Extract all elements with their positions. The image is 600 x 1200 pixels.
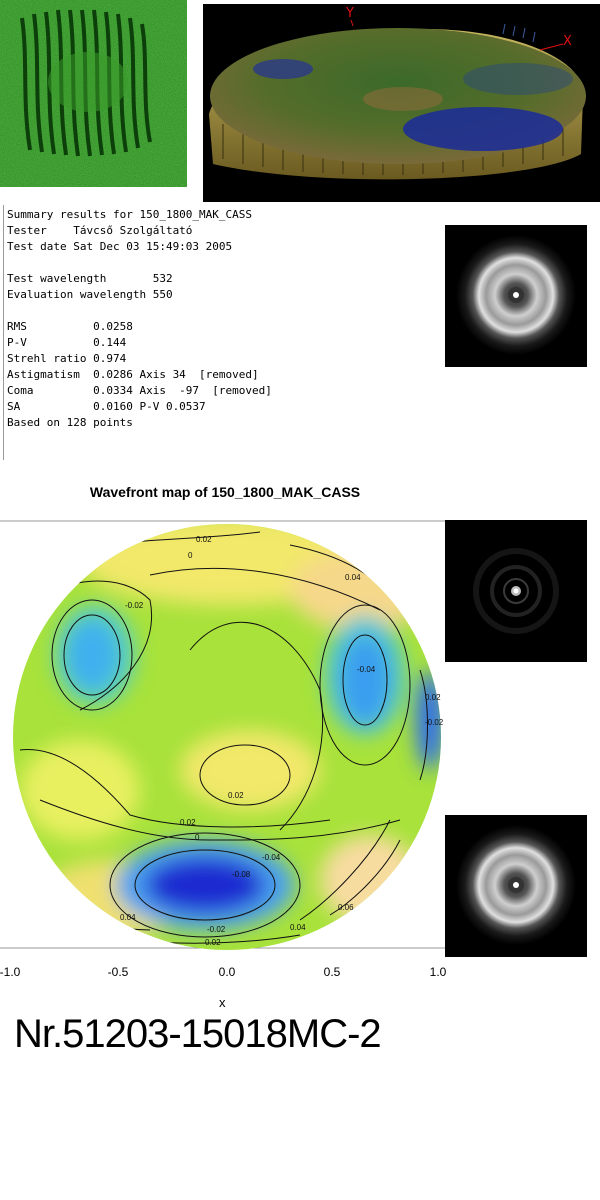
summary-row: Tester Távcső Szolgáltató	[7, 224, 193, 237]
contour-label: 0.02	[180, 818, 196, 827]
wavefront-title: Wavefront map of 150_1800_MAK_CASS	[89, 484, 361, 500]
contour-label: 0.02	[196, 535, 212, 544]
summary-results-panel: Summary results for 150_1800_MAK_CASS Tes…	[3, 205, 439, 460]
contour-label: 0	[188, 551, 193, 560]
summary-row: Test wavelength 532	[7, 272, 173, 285]
x-axis-label: x	[219, 995, 226, 1010]
surface-axis-x-label: X	[563, 34, 572, 49]
x-tick-label: 1.0	[429, 965, 447, 979]
contour-label: 0.04	[290, 923, 306, 932]
summary-row: Coma 0.0334 Axis -97 [removed]	[7, 384, 272, 397]
summary-row: SA 0.0160 P-V 0.0537	[7, 400, 206, 413]
contour-label: -0.02	[125, 601, 144, 610]
summary-row	[7, 255, 439, 271]
contour-label: 0	[195, 833, 200, 842]
contour-label: 0.04	[345, 573, 361, 582]
contour-label: -0.02	[425, 718, 444, 727]
contour-label: 0.02	[228, 791, 244, 800]
x-tick-label: 0.0	[218, 965, 236, 979]
contour-label: -0.08	[232, 870, 251, 879]
contour-label: -0.04	[357, 665, 376, 674]
summary-row: P-V 0.144	[7, 336, 127, 349]
x-tick-label: 0.5	[323, 965, 341, 979]
summary-row: Based on 128 points	[7, 416, 133, 429]
psf-defocus-inside-image	[445, 225, 587, 367]
x-tick-label: -0.5	[107, 965, 129, 979]
summary-row: RMS 0.0258	[7, 320, 133, 333]
summary-row	[7, 303, 439, 319]
summary-row: Evaluation wavelength 550	[7, 288, 173, 301]
psf-defocus-outside-image	[445, 815, 587, 957]
contour-label: -0.04	[262, 853, 281, 862]
contour-label: 0.02	[205, 938, 221, 947]
contour-label: 0.02	[425, 693, 441, 702]
wavefront-map: 0.02 0 -0.02 0.04 -0.04 0.02 0 -0.04 -0.…	[0, 520, 445, 950]
summary-row: Strehl ratio 0.974	[7, 352, 127, 365]
contour-label: -0.02	[207, 925, 226, 934]
summary-row: Test date Sat Dec 03 15:49:03 2005	[7, 240, 233, 253]
serial-number: Nr.51203-15018MC-2	[14, 1012, 382, 1056]
surface-3d-view: Y X	[203, 4, 600, 202]
summary-title: Summary results for 150_1800_MAK_CASS	[7, 208, 253, 221]
contour-label: 0.06	[338, 903, 354, 912]
x-tick-label: -1.0	[0, 965, 21, 979]
psf-focus-image	[445, 520, 587, 662]
contour-label: 0.04	[120, 913, 136, 922]
summary-row: Astigmatism 0.0286 Axis 34 [removed]	[7, 368, 259, 381]
surface-axis-y-label: Y	[346, 6, 354, 21]
interferogram-image	[0, 0, 187, 187]
